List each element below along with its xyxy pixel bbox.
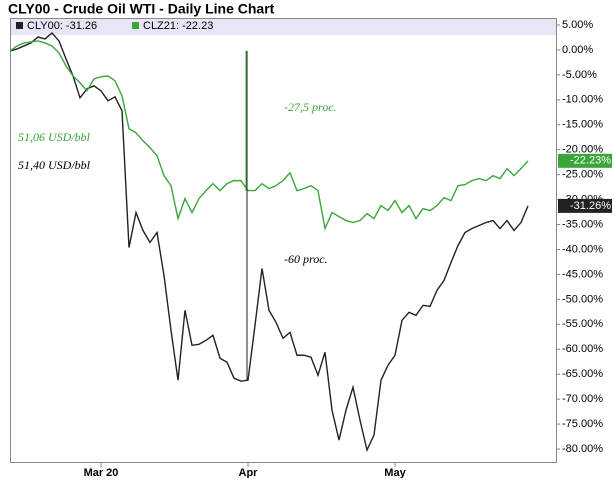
end-label: -22.23%	[570, 155, 611, 167]
y-tick-label: -35.00%	[562, 218, 603, 230]
y-tick-label: -80.00%	[562, 443, 603, 455]
y-tick-label: -25.00%	[562, 169, 603, 181]
legend-strip	[10, 18, 556, 35]
annotation: 51,06 USD/bbl	[18, 130, 91, 144]
y-tick-label: -70.00%	[562, 393, 603, 405]
y-tick-label: -15.00%	[562, 119, 603, 131]
series-line	[9, 31, 529, 453]
y-tick-label: -10.00%	[562, 94, 603, 106]
annotation: 51,40 USD/bbl	[18, 158, 91, 172]
end-label-box	[558, 198, 612, 213]
legend-swatch	[132, 22, 139, 29]
y-tick-label: -50.00%	[562, 293, 603, 305]
plot-frame	[10, 18, 557, 463]
y-tick-label: 5.00%	[562, 19, 593, 31]
y-tick-label: -55.00%	[562, 318, 603, 330]
y-tick-label: -45.00%	[562, 268, 603, 280]
chart-title: CLY00 - Crude Oil WTI - Daily Line Chart	[8, 1, 275, 17]
y-tick-label: -75.00%	[562, 418, 603, 430]
x-tick-label: Mar 20	[84, 467, 119, 478]
end-label-box	[558, 153, 612, 168]
legend-swatch	[16, 22, 23, 29]
y-tick-label: -40.00%	[562, 243, 603, 255]
series-line	[9, 40, 529, 231]
y-tick-label: 0.00%	[562, 44, 593, 56]
y-tick-label: -20.00%	[562, 144, 603, 156]
annotation: -27,5 proc.	[284, 100, 337, 114]
annotation: -60 proc.	[284, 252, 328, 266]
end-label: -31.26%	[570, 200, 611, 212]
x-tick-label: Apr	[239, 467, 259, 478]
y-tick-label: -5.00%	[562, 69, 597, 81]
legend-label: CLZ21: -22.23	[143, 20, 213, 32]
y-tick-label: -60.00%	[562, 343, 603, 355]
legend-label: CLY00: -31.26	[27, 20, 97, 32]
y-tick-label: -65.00%	[562, 368, 603, 380]
x-tick-label: May	[384, 467, 406, 478]
